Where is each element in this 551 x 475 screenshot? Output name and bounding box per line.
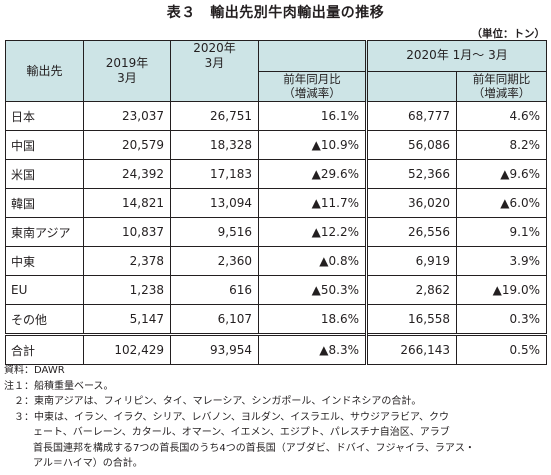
total-2020: 93,954 — [170, 333, 259, 365]
cell-2019: 5,147 — [83, 304, 171, 335]
header-2019-march: 2019年 3月 — [83, 40, 171, 102]
header-2020-march: 2020年 3月 — [170, 40, 259, 71]
unit-label: （単位：トン） — [471, 28, 546, 40]
cell-yoy: ▲29.6% — [258, 159, 367, 189]
cell-2020: 6,107 — [170, 304, 259, 335]
header-destination: 輸出先 — [5, 40, 84, 102]
cell-ytd-yoy: ▲6.0% — [455, 188, 548, 218]
cell-2019: 1,238 — [83, 275, 171, 305]
source-note: 資料：DAWR — [4, 365, 65, 376]
cell-ytd: 16,558 — [365, 304, 457, 335]
header-ytd — [365, 70, 457, 102]
row-label: 東南アジア — [5, 217, 84, 247]
note-3: ３：中東は、イラン、イラク、シリア、レバノン、ヨルダン、イスラエル、サウジアラビ… — [4, 411, 449, 423]
cell-yoy: ▲0.8% — [258, 246, 367, 276]
row-label: 韓国 — [5, 188, 84, 218]
header-yoy-top — [258, 40, 367, 71]
cell-2019: 23,037 — [83, 101, 171, 131]
cell-ytd-yoy: ▲19.0% — [455, 275, 548, 305]
cell-yoy: 16.1% — [258, 101, 367, 131]
cell-2019: 14,821 — [83, 188, 171, 218]
row-label: 中国 — [5, 130, 84, 160]
row-label: その他 — [5, 304, 84, 335]
note-3-cont: 首長国連邦を構成する7つの首長国のうち4つの首長国（アブダビ、ドバイ、フジャイラ… — [33, 442, 475, 454]
note-3-cont: アル＝ハイマ）の合計。 — [33, 458, 143, 469]
footnotes: 資料：DAWR 注１：船積重量ベース。 ２：東南アジアは、フィリピン、タイ、マレ… — [4, 363, 549, 472]
cell-ytd: 36,020 — [365, 188, 457, 218]
cell-ytd-yoy: 3.9% — [455, 246, 548, 276]
table-row: EU 1,238 616 ▲50.3% 2,862 ▲19.0% — [5, 275, 548, 305]
cell-ytd: 56,086 — [365, 130, 457, 160]
cell-2020: 26,751 — [170, 101, 259, 131]
cell-2020: 13,094 — [170, 188, 259, 218]
cell-yoy: 18.6% — [258, 304, 367, 335]
export-table: 輸出先 2019年 3月 2020年 3月 2020年 1月～ 3月 前年同月比 （増… — [5, 40, 548, 365]
row-label: EU — [5, 275, 84, 305]
total-label: 合計 — [5, 333, 84, 365]
cell-ytd: 2,862 — [365, 275, 457, 305]
cell-ytd-yoy: 9.1% — [455, 217, 548, 247]
cell-ytd: 26,556 — [365, 217, 457, 247]
cell-ytd-yoy: ▲9.6% — [455, 159, 548, 189]
cell-2019: 20,579 — [83, 130, 171, 160]
cell-2020: 2,360 — [170, 246, 259, 276]
total-2019: 102,429 — [83, 333, 171, 365]
note-1: 注１：船積重量ベース。 — [4, 380, 114, 392]
cell-ytd-yoy: 8.2% — [455, 130, 548, 160]
table-title: 表３ 輸出先別牛肉輸出量の推移 — [166, 5, 385, 21]
cell-yoy: ▲12.2% — [258, 217, 367, 247]
table-row: その他 5,147 6,107 18.6% 16,558 0.3% — [5, 304, 548, 335]
cell-2019: 2,378 — [83, 246, 171, 276]
cell-ytd: 6,919 — [365, 246, 457, 276]
header-ytd-yoy: 前年同期比 （増減率） — [455, 70, 548, 102]
table-row: 東南アジア 10,837 9,516 ▲12.2% 26,556 9.1% — [5, 217, 548, 247]
note-2: ２：東南アジアは、フィリピン、タイ、マレーシア、シンガポール、インドネシアの合計… — [4, 396, 422, 407]
table-row: 米国 24,392 17,183 ▲29.6% 52,366 ▲9.6% — [5, 159, 548, 189]
cell-ytd: 52,366 — [365, 159, 457, 189]
total-row: 合計 102,429 93,954 ▲8.3% 266,143 0.5% — [5, 333, 548, 365]
header-period: 2020年 1月～ 3月 — [364, 40, 548, 72]
header-2020-spacer — [170, 71, 259, 102]
cell-yoy: ▲10.9% — [258, 130, 367, 160]
row-label: 米国 — [5, 159, 84, 189]
cell-2020: 616 — [170, 275, 259, 305]
table-row: 日本 23,037 26,751 16.1% 68,777 4.6% — [5, 101, 548, 131]
total-yoy: ▲8.3% — [258, 333, 367, 365]
row-label: 日本 — [5, 101, 84, 131]
table-row: 中東 2,378 2,360 ▲0.8% 6,919 3.9% — [5, 246, 548, 276]
total-ytd-yoy: 0.5% — [455, 333, 548, 365]
cell-2019: 10,837 — [83, 217, 171, 247]
cell-yoy: ▲50.3% — [258, 275, 367, 305]
cell-ytd-yoy: 0.3% — [455, 304, 548, 335]
cell-2020: 9,516 — [170, 217, 259, 247]
cell-ytd: 68,777 — [365, 101, 457, 131]
table-row: 韓国 14,821 13,094 ▲11.7% 36,020 ▲6.0% — [5, 188, 548, 218]
note-3-cont: ェート、バーレーン、カタール、オマーン、イエメン、エジプト、パレスチナ自治区、ア… — [33, 427, 450, 438]
cell-yoy: ▲11.7% — [258, 188, 367, 218]
cell-2019: 24,392 — [83, 159, 171, 189]
cell-ytd-yoy: 4.6% — [455, 101, 548, 131]
cell-2020: 18,328 — [170, 130, 259, 160]
row-label: 中東 — [5, 246, 84, 276]
header-yoy: 前年同月比 （増減率） — [258, 70, 367, 102]
table-row: 中国 20,579 18,328 ▲10.9% 56,086 8.2% — [5, 130, 548, 160]
total-ytd: 266,143 — [365, 333, 457, 365]
cell-2020: 17,183 — [170, 159, 259, 189]
